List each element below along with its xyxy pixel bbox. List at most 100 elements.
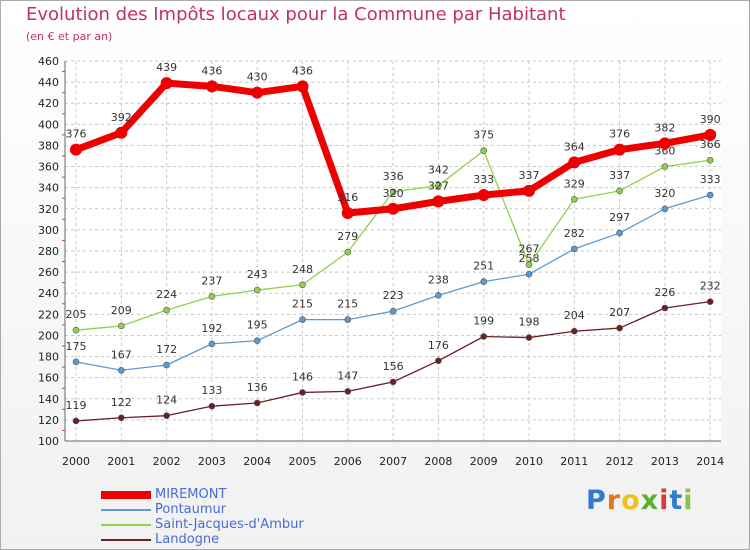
data-point: [253, 337, 261, 345]
data-label: 439: [156, 61, 177, 74]
data-label: 390: [700, 113, 721, 126]
y-tick-label: 380: [38, 139, 59, 152]
data-point: [480, 333, 488, 340]
logo-letter: t: [669, 485, 684, 516]
data-point: [432, 195, 445, 208]
data-label: 204: [564, 309, 585, 322]
data-point: [253, 399, 261, 407]
logo-letter: o: [621, 485, 641, 516]
data-point: [480, 147, 488, 155]
data-point: [568, 156, 581, 169]
legend-swatch: [101, 490, 151, 499]
data-point: [570, 327, 578, 335]
data-label: 436: [292, 64, 313, 77]
data-label: 175: [66, 340, 87, 353]
data-point: [299, 281, 306, 289]
x-tick-label: 2011: [560, 455, 588, 468]
legend-swatch: [101, 538, 151, 541]
x-tick-label: 2013: [651, 455, 679, 468]
data-point: [389, 307, 397, 315]
data-label: 248: [292, 263, 313, 276]
data-point: [435, 182, 442, 189]
y-tick-label: 180: [38, 351, 59, 364]
x-tick-label: 2001: [107, 455, 135, 468]
data-label: 176: [428, 339, 449, 352]
data-label: 199: [473, 315, 494, 328]
data-point: [706, 191, 714, 199]
chart-legend: MIREMONT Pontaumur Saint-Jacques-d'Ambur La…: [101, 487, 304, 547]
data-point: [299, 389, 306, 396]
data-label: 172: [156, 343, 177, 356]
data-point: [208, 402, 216, 410]
legend-item: MIREMONT: [101, 487, 304, 502]
x-tick-label: 2003: [198, 455, 226, 468]
chart-subtitle: (en € et par an): [26, 30, 113, 43]
legend-label: Pontaumur: [155, 502, 227, 517]
data-point: [72, 358, 80, 366]
y-tick-label: 140: [38, 393, 59, 406]
data-label: 226: [654, 286, 675, 299]
data-point: [658, 137, 671, 150]
data-point: [706, 298, 714, 305]
data-point: [299, 316, 306, 323]
data-label: 237: [201, 274, 222, 287]
y-tick-label: 420: [38, 97, 59, 110]
data-label: 279: [337, 230, 358, 243]
x-tick-label: 2002: [153, 455, 181, 468]
data-label: 336: [383, 170, 404, 183]
y-tick-label: 440: [38, 76, 59, 89]
data-label: 224: [156, 288, 177, 301]
data-label: 342: [428, 164, 449, 177]
data-label: 329: [564, 177, 585, 190]
x-tick-label: 2012: [606, 455, 634, 468]
chart-title: Evolution des Impôts locaux pour la Comm…: [26, 4, 566, 25]
y-tick-label: 460: [38, 55, 59, 68]
data-point: [251, 86, 264, 99]
data-label: 392: [111, 111, 132, 124]
x-tick-label: 2010: [515, 455, 543, 468]
data-point: [477, 189, 490, 202]
legend-item: Landogne: [101, 532, 304, 547]
data-label: 375: [473, 129, 494, 142]
data-point: [387, 202, 400, 215]
data-label: 156: [383, 360, 404, 373]
data-label: 376: [609, 128, 630, 141]
data-point: [296, 80, 309, 93]
y-tick-label: 260: [38, 266, 59, 279]
data-point: [115, 126, 128, 139]
y-tick-label: 320: [38, 203, 59, 216]
data-label: 320: [654, 187, 675, 200]
data-label: 382: [654, 121, 675, 134]
data-label: 364: [564, 140, 585, 153]
data-point: [163, 412, 170, 419]
data-point: [389, 378, 397, 386]
data-point: [344, 248, 352, 256]
data-label: 147: [337, 369, 358, 382]
data-label: 337: [519, 169, 540, 182]
data-label: 337: [609, 169, 630, 182]
data-label: 207: [609, 306, 630, 319]
data-point: [661, 304, 669, 312]
data-label: 215: [337, 298, 358, 311]
data-point: [525, 334, 533, 341]
legend-swatch: [101, 508, 151, 511]
y-tick-label: 280: [38, 245, 59, 258]
data-point: [70, 143, 82, 156]
data-label: 316: [337, 191, 358, 204]
data-label: 376: [66, 128, 87, 141]
data-label: 198: [519, 316, 540, 329]
data-point: [570, 245, 578, 253]
x-tick-label: 2009: [470, 455, 498, 468]
data-point: [389, 188, 397, 196]
x-tick-label: 2007: [379, 455, 407, 468]
data-label: 215: [292, 298, 313, 311]
data-point: [616, 187, 623, 195]
data-point: [205, 80, 218, 93]
data-point: [613, 143, 626, 156]
legend-swatch: [101, 523, 151, 526]
data-label: 251: [473, 260, 494, 273]
x-tick-label: 2000: [62, 455, 90, 468]
data-point: [72, 417, 80, 425]
data-point: [118, 366, 125, 374]
